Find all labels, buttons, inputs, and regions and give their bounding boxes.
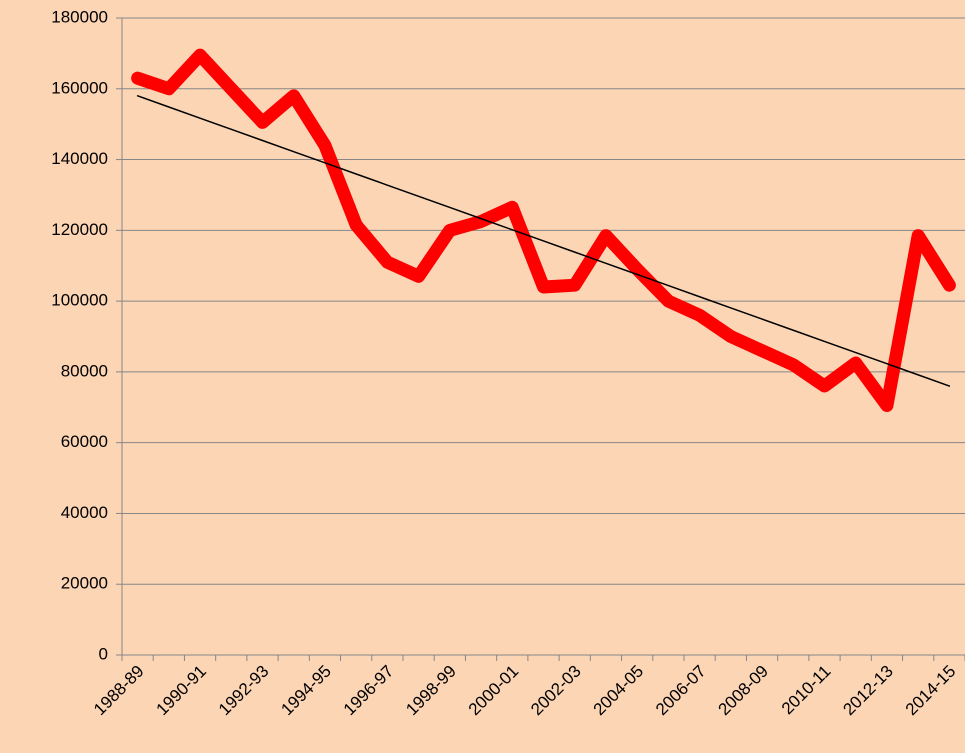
y-tick-label: 100000 (51, 291, 108, 310)
y-tick-label: 80000 (61, 361, 108, 380)
y-tick-label: 120000 (51, 220, 108, 239)
y-tick-label: 160000 (51, 78, 108, 97)
data-line (131, 48, 956, 413)
y-tick-label: 140000 (51, 149, 108, 168)
y-tick-label: 180000 (51, 7, 108, 26)
y-tick-label: 0 (99, 644, 108, 663)
y-tick-label: 20000 (61, 574, 108, 593)
y-tick-label: 60000 (61, 432, 108, 451)
trend-line (136, 95, 951, 387)
y-tick-label: 40000 (61, 503, 108, 522)
